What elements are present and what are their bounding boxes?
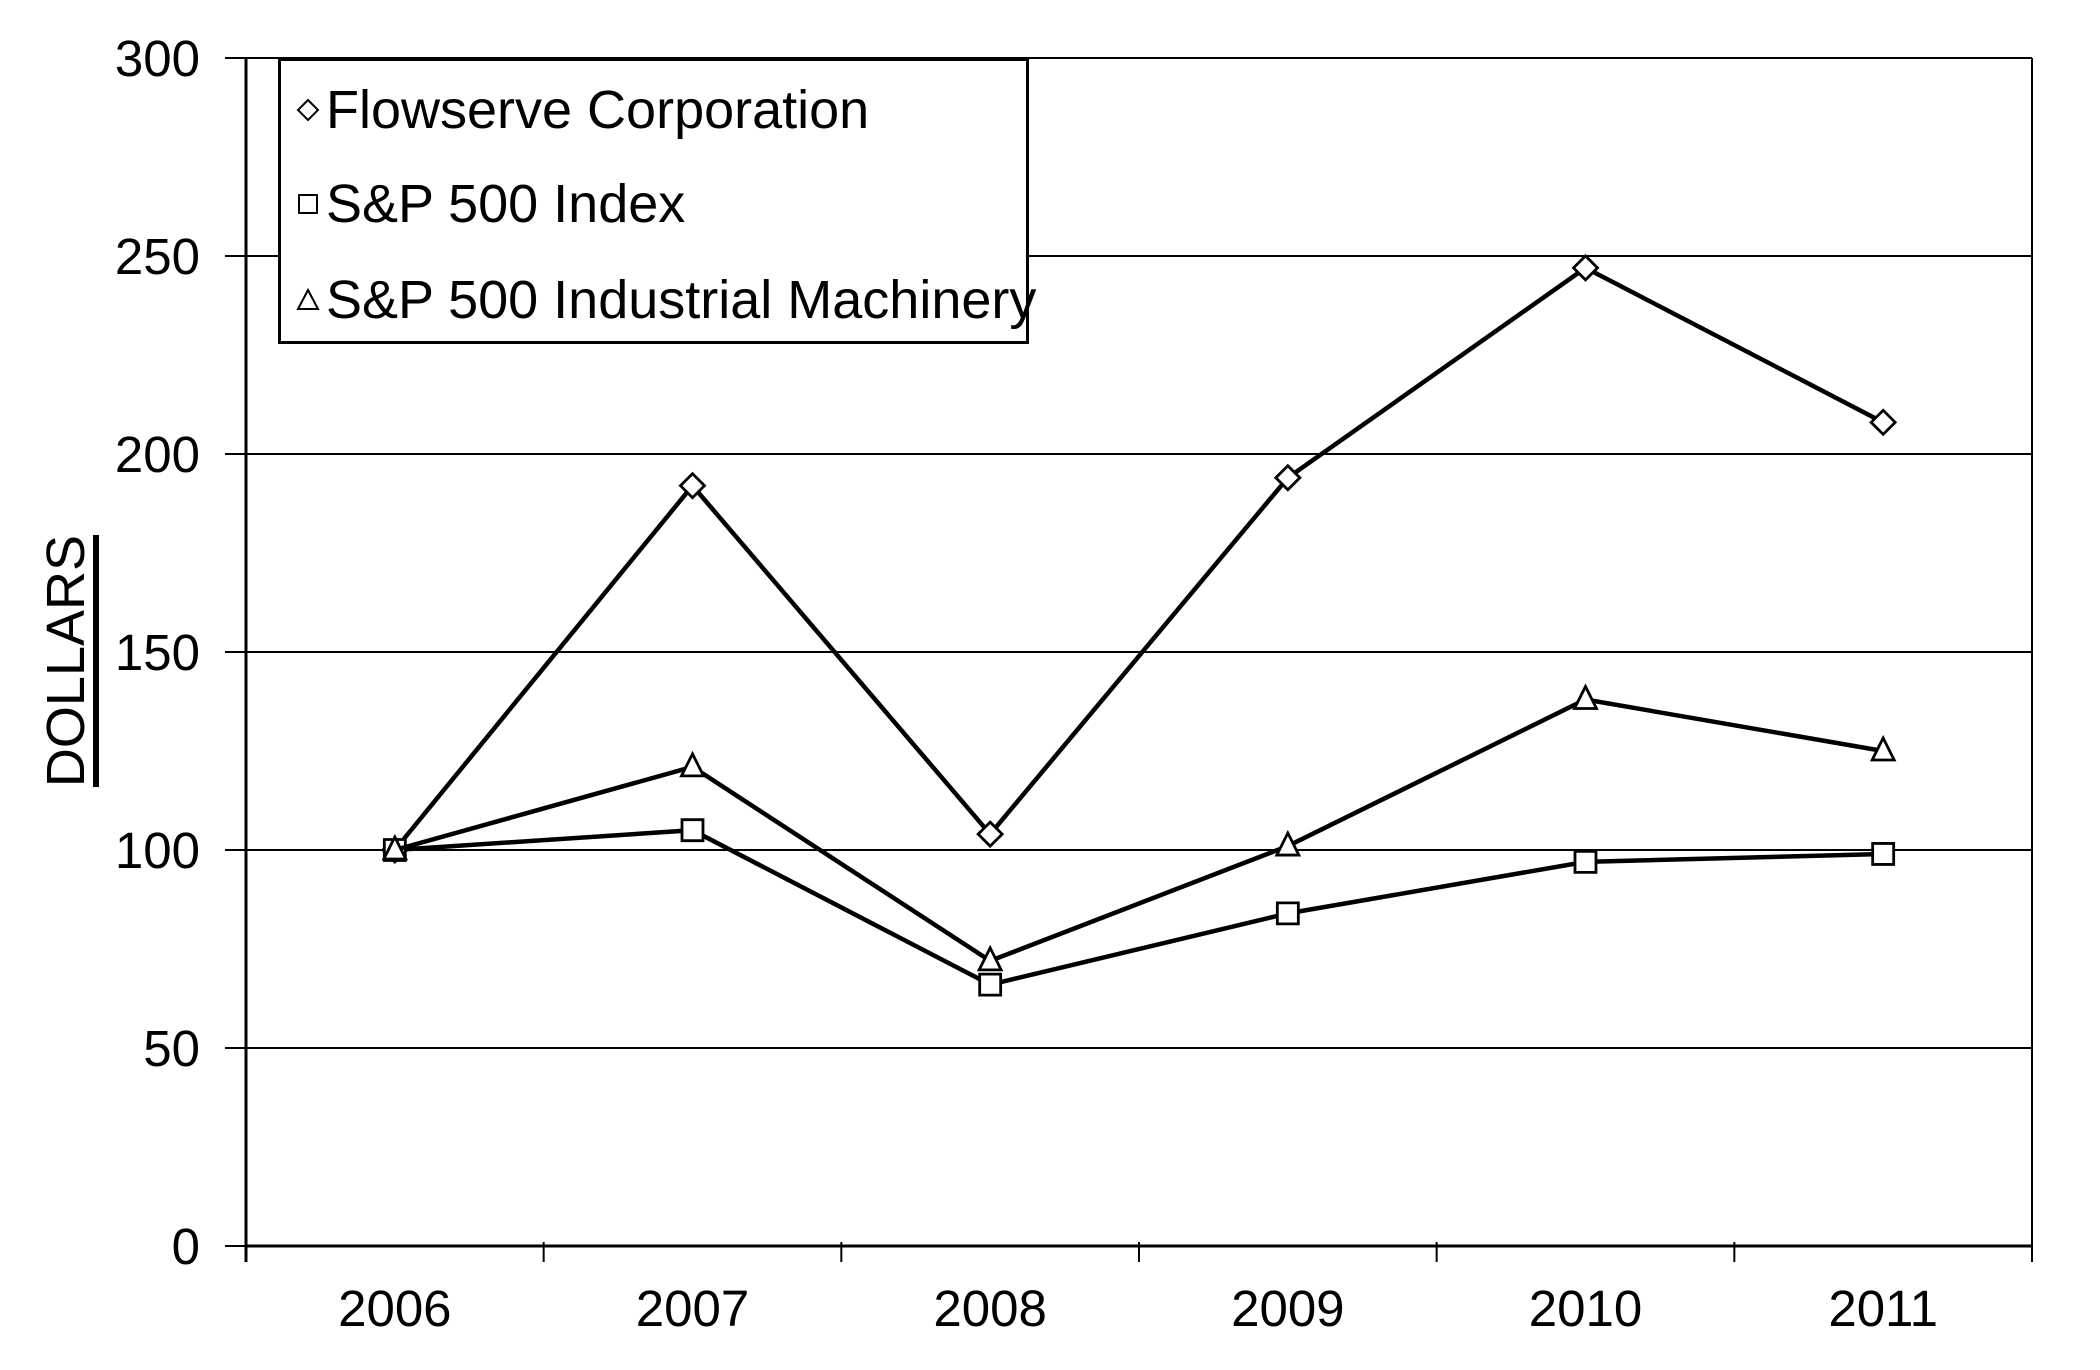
square-glyph xyxy=(298,194,318,214)
y-axis-title: DOLLARS xyxy=(36,534,96,788)
data-point-marker-s-p-500-index-2007 xyxy=(680,818,705,843)
legend-item-sp500-industrial-machinery: S&P 500 Industrial Machinery xyxy=(281,270,1037,330)
data-point-marker-s-p-500-industrial-machinery-2010 xyxy=(1572,683,1599,710)
data-point-marker-flowserve-corporation-2010 xyxy=(1571,253,1600,282)
x-tick-label: 2008 xyxy=(933,1280,1046,1337)
y-tick-label: 250 xyxy=(115,228,200,285)
data-point-marker-s-p-500-industrial-machinery-2007 xyxy=(679,750,706,778)
data-point-marker-s-p-500-index-2009 xyxy=(1275,901,1300,926)
series-line-s-p-500-industrial-machinery xyxy=(394,697,1884,964)
y-tick-label: 50 xyxy=(143,1020,200,1077)
data-point-marker-flowserve-corporation-2009 xyxy=(1273,463,1302,492)
triangle-marker-icon xyxy=(296,287,320,310)
triangle-glyph xyxy=(296,287,320,310)
series-line-s-p-500-index xyxy=(394,827,1884,988)
data-point-marker-flowserve-corporation-2007 xyxy=(678,471,707,500)
legend-item-flowserve: Flowserve Corporation xyxy=(281,80,870,140)
square-marker-icon xyxy=(298,194,318,214)
y-tick-label: 100 xyxy=(115,822,200,879)
legend: Flowserve Corporation S&P 500 Index S&P … xyxy=(278,58,1036,344)
y-tick-label: 200 xyxy=(115,426,200,483)
x-tick-label: 2007 xyxy=(636,1280,749,1337)
data-point-marker-s-p-500-industrial-machinery-2009 xyxy=(1274,829,1302,857)
data-point-marker-s-p-500-industrial-machinery-2008 xyxy=(976,944,1004,972)
data-point-marker-s-p-500-industrial-machinery-2006 xyxy=(381,833,409,861)
legend-label: Flowserve Corporation xyxy=(326,80,870,140)
data-point-marker-s-p-500-index-2010 xyxy=(1573,849,1598,874)
data-point-marker-s-p-500-index-2011 xyxy=(1871,842,1896,866)
y-tick-label: 300 xyxy=(115,30,200,87)
x-tick-label: 2009 xyxy=(1231,1280,1344,1337)
diamond-marker-icon xyxy=(296,98,320,122)
data-point-marker-flowserve-corporation-2011 xyxy=(1869,408,1898,437)
x-tick-label: 2006 xyxy=(338,1280,451,1337)
data-point-marker-s-p-500-index-2008 xyxy=(978,972,1003,997)
y-tick-label: 150 xyxy=(115,624,200,681)
diamond-glyph xyxy=(296,98,320,122)
data-point-marker-s-p-500-industrial-machinery-2011 xyxy=(1869,734,1897,762)
legend-label: S&P 500 Index xyxy=(326,174,686,234)
y-tick-label: 0 xyxy=(172,1218,200,1275)
series-line-flowserve-corporation xyxy=(393,265,1885,852)
x-tick-label: 2011 xyxy=(1828,1280,1938,1337)
data-point-marker-flowserve-corporation-2008 xyxy=(976,820,1005,849)
legend-item-sp500: S&P 500 Index xyxy=(281,174,686,234)
legend-label: S&P 500 Industrial Machinery xyxy=(326,270,1037,330)
x-tick-label: 2010 xyxy=(1529,1280,1642,1337)
